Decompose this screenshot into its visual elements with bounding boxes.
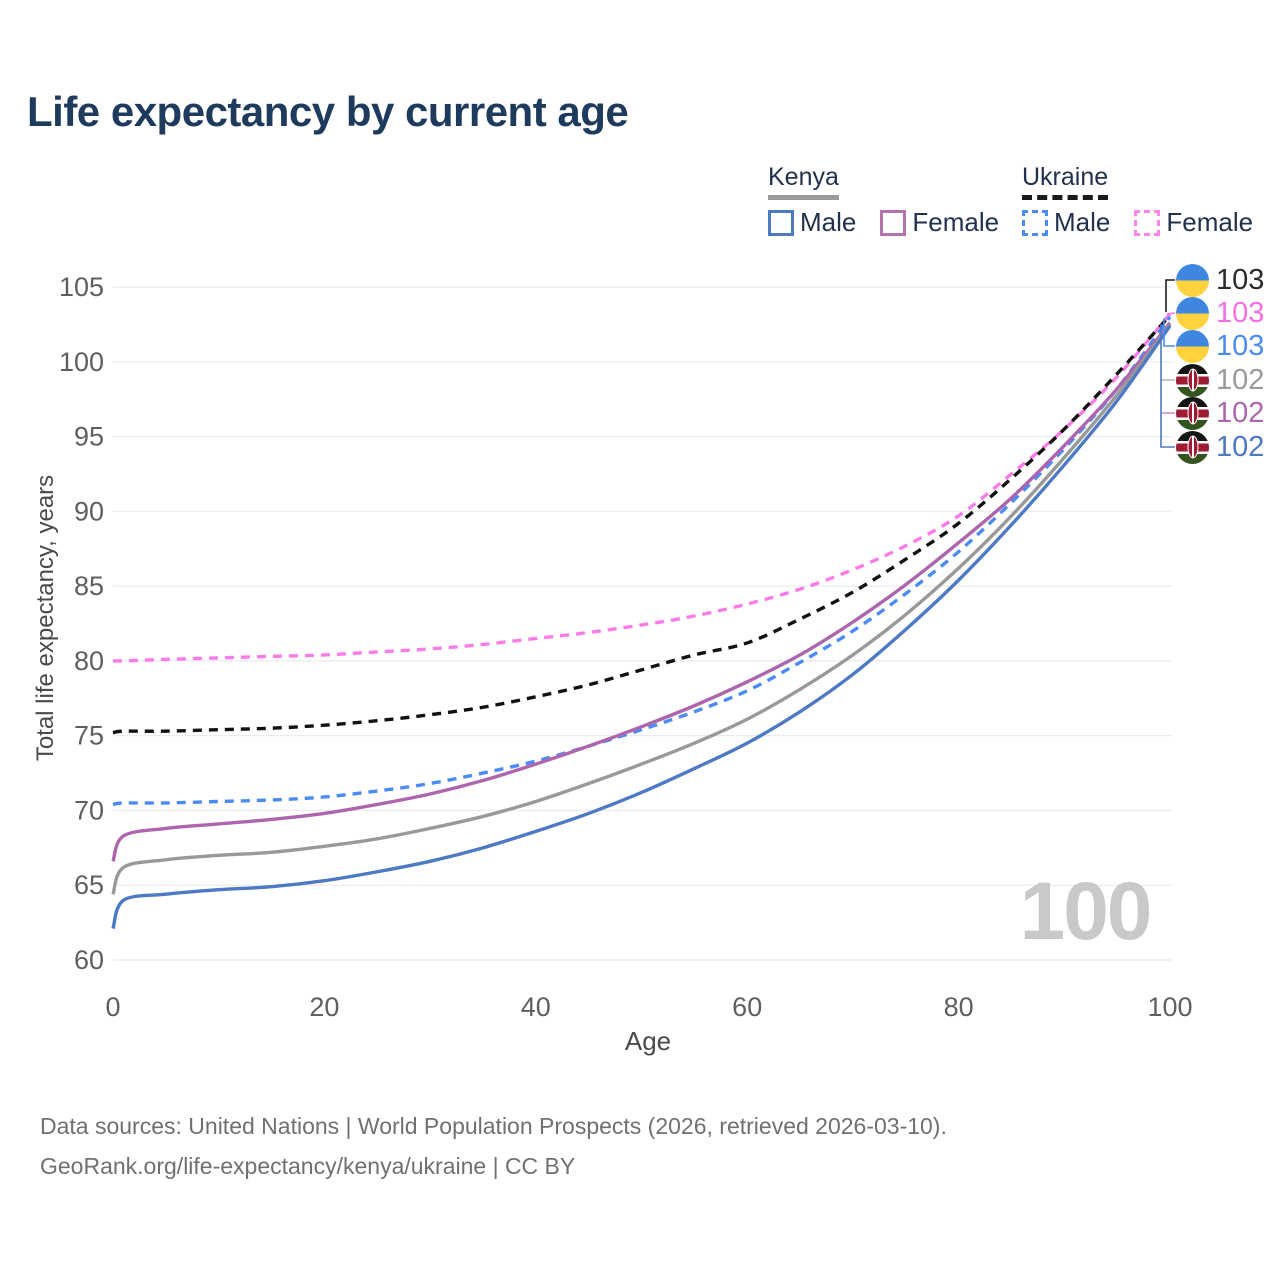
- y-tick-label: 75: [74, 721, 104, 751]
- kenya-shield-icon: [1187, 435, 1198, 459]
- end-label-row-ukraine: 103: [1176, 329, 1265, 363]
- legend-item-label: Female: [912, 207, 1000, 237]
- kenya-male-line-swatch-icon: [768, 209, 794, 236]
- end-label-value: 102: [1216, 430, 1265, 463]
- kenya-flag-icon: [1176, 396, 1209, 430]
- kenya-shield-icon: [1187, 401, 1198, 425]
- end-label-value: 103: [1216, 329, 1265, 362]
- y-tick-label: 100: [59, 347, 104, 377]
- y-tick-label: 95: [74, 422, 104, 452]
- series-line-kenya-female[interactable]: [111, 321, 1172, 862]
- legend-country-label: Ukraine: [1022, 163, 1109, 191]
- legend-item-label: Male: [1054, 207, 1111, 237]
- legend-country-label: Kenya: [768, 163, 839, 191]
- footer: Data sources: United Nations | World Pop…: [40, 1106, 947, 1186]
- ukraine-male-line-swatch-icon: [1022, 209, 1048, 236]
- kenya-flag-icon: [1176, 430, 1209, 464]
- series-line-kenya-male[interactable]: [111, 324, 1172, 930]
- page-title: Life expectancy by current age: [27, 88, 629, 135]
- end-label-connector: [1160, 324, 1175, 448]
- series-line-ukraine-both-sexes[interactable]: [112, 314, 1172, 735]
- line-chart-plot: 60 65 70 75 80 85 90 95 100 105 0 20 40 60 80 100: [59, 272, 1193, 1022]
- y-tick-label: 70: [74, 795, 104, 825]
- kenya-shield-icon: [1187, 368, 1198, 392]
- x-tick-label: 20: [309, 992, 339, 1022]
- y-axis-title: Total life expectancy, years: [32, 474, 59, 762]
- legend-item-label: Male: [800, 207, 857, 237]
- x-axis-title: Age: [624, 1026, 672, 1056]
- end-label-row-kenya: 102: [1176, 363, 1265, 397]
- footer-attribution: GeoRank.org/life-expectancy/kenya/ukrain…: [40, 1153, 576, 1179]
- legend-item-label: Female: [1166, 207, 1254, 237]
- legend-group-kenya: Kenya Male Female: [768, 163, 1023, 238]
- legend-item-kenya-female[interactable]: Female: [880, 207, 999, 238]
- x-tick-label: 0: [105, 992, 120, 1022]
- end-label-row-ukraine: 103: [1176, 263, 1265, 297]
- x-tick-label: 100: [1147, 992, 1192, 1022]
- end-label-row-kenya: 102: [1176, 430, 1265, 464]
- legend-country-ukraine: Ukraine: [1022, 163, 1109, 200]
- ukraine-flag-icon: [1176, 329, 1209, 363]
- y-tick-label: 65: [74, 870, 104, 900]
- legend-group-ukraine: Ukraine Male Female: [1022, 163, 1277, 238]
- ukraine-flag-icon: [1176, 296, 1209, 330]
- end-label-row-ukraine: 103: [1176, 296, 1265, 330]
- y-tick-label: 60: [74, 945, 104, 975]
- x-tick-label: 60: [732, 992, 762, 1022]
- legend-country-kenya: Kenya: [768, 163, 839, 200]
- end-label-value: 102: [1216, 363, 1265, 396]
- x-tick-label: 40: [521, 992, 551, 1022]
- kenya-female-line-swatch-icon: [880, 209, 907, 236]
- y-tick-label: 80: [74, 646, 104, 676]
- series-line-kenya-both-sexes[interactable]: [111, 323, 1172, 895]
- end-label-value: 103: [1216, 263, 1265, 296]
- y-tick-label: 105: [59, 272, 104, 302]
- footer-data-sources: Data sources: United Nations | World Pop…: [40, 1113, 947, 1139]
- end-label-value: 102: [1216, 396, 1265, 429]
- y-tick-label: 85: [74, 571, 104, 601]
- legend-item-ukraine-male[interactable]: Male: [1022, 207, 1110, 238]
- y-tick-label: 90: [74, 496, 104, 526]
- end-label-connector: [1166, 312, 1176, 315]
- ukraine-flag-icon: [1176, 263, 1209, 297]
- end-label-connector: [1163, 318, 1175, 347]
- x-tick-label: 80: [944, 992, 974, 1022]
- ukraine-female-line-swatch-icon: [1134, 209, 1161, 236]
- legend-item-kenya-male[interactable]: Male: [768, 207, 856, 238]
- legend-item-ukraine-female[interactable]: Female: [1134, 207, 1253, 238]
- end-label-value: 103: [1216, 296, 1265, 329]
- series-line-ukraine-female[interactable]: [112, 312, 1172, 663]
- kenya-flag-icon: [1176, 363, 1209, 397]
- watermark-age-value: 100: [1019, 866, 1153, 957]
- end-label-connector: [1165, 279, 1175, 312]
- series-line-ukraine-male[interactable]: [112, 315, 1172, 807]
- end-label-row-kenya: 102: [1176, 396, 1265, 430]
